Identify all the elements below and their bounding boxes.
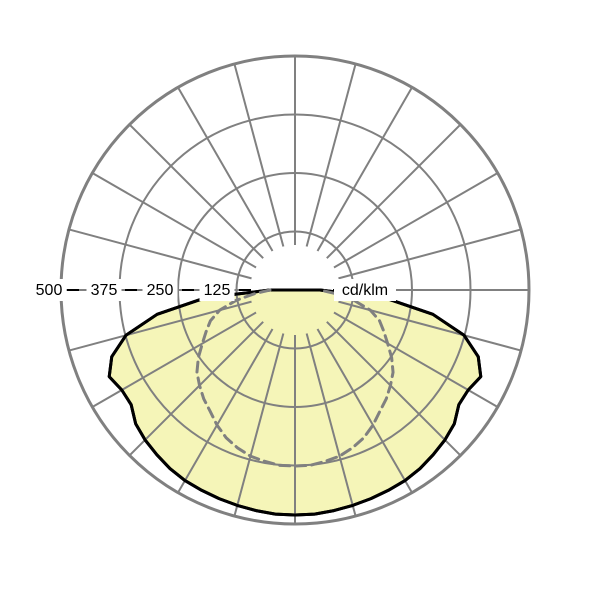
ring-label: cd/klm (342, 282, 388, 299)
polar-chart-svg: 125 250 375 500 cd/klm (0, 0, 590, 590)
ring-label: 125 (204, 282, 231, 299)
polar-diagram-container: 125 250 375 500 cd/klm (0, 0, 590, 590)
ring-label: 375 (91, 282, 118, 299)
ring-label: 250 (147, 282, 174, 299)
ring-label: 500 (36, 282, 63, 299)
